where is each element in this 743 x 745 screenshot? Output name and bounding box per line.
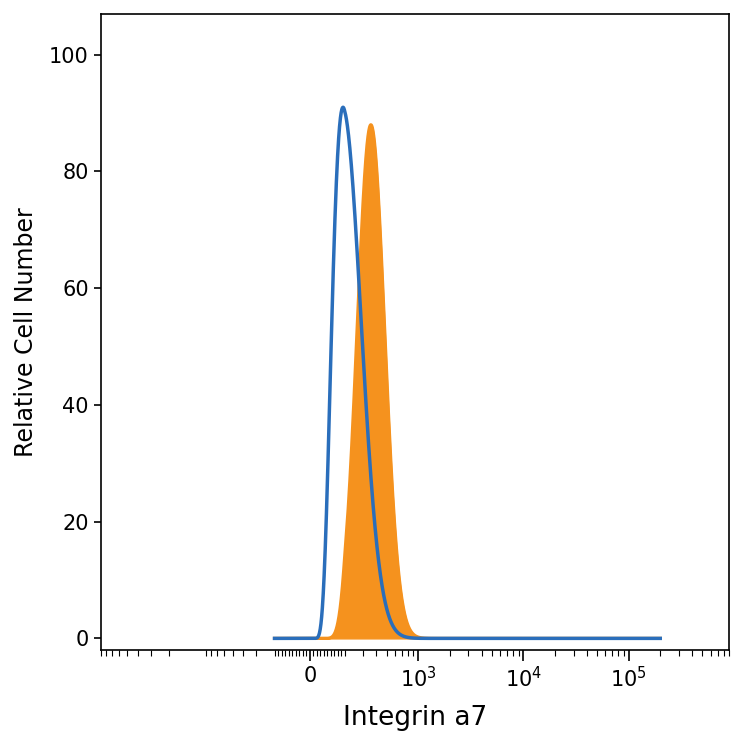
Y-axis label: Relative Cell Number: Relative Cell Number xyxy=(14,207,38,457)
X-axis label: Integrin a7: Integrin a7 xyxy=(343,705,487,731)
